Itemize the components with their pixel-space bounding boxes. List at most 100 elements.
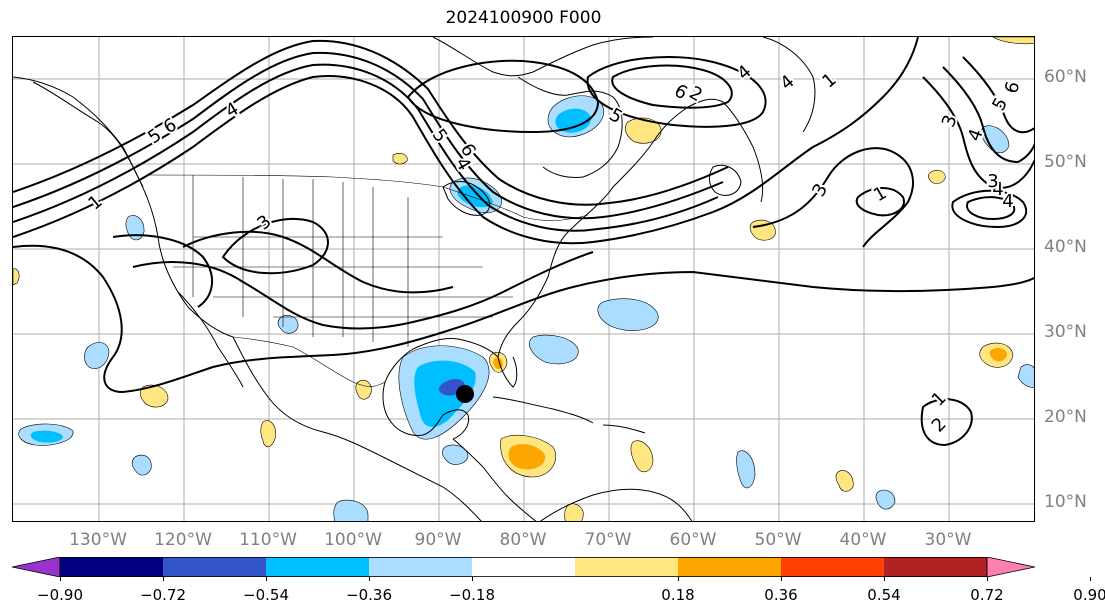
newfoundland [709,164,742,196]
negative-anomaly-hudson-bay-core [555,108,591,133]
contour-label: 4 [776,71,798,94]
central-america [452,438,537,521]
positive-anomaly-atlantic [749,219,776,241]
colorbar-tick-mark [163,577,164,581]
labrador-coast [612,98,764,203]
baja-california [177,291,244,388]
negative-anomaly-pacific-south [131,454,152,476]
positive-anomaly-caribbean-s [564,503,584,521]
colorbar-tick-mark [678,577,679,581]
contour-label: 1 [84,191,106,214]
contour-closed-labrador-2 [611,64,733,109]
contour-pacific-trough-1 [13,75,714,245]
positive-anomaly-greenland [992,37,1034,45]
contour-label: 5 [988,94,1012,114]
alaska-coast [13,76,144,188]
positive-anomaly-pacific-sw [139,384,169,408]
contour-east-atl-3 [962,56,1034,134]
positive-anomaly-east-atl-2 [927,169,946,184]
contour-closed-us [221,217,329,275]
colorbar-tick-mark [472,577,473,581]
contour-label: 4 [733,61,755,84]
contour-pacific-loop [112,234,213,308]
contour-closed-tropical [920,398,973,447]
lon-label-60w: 60°W [669,530,717,550]
colorbar-tick-mark [369,577,370,581]
negative-anomaly-east-atl [981,125,1010,154]
cuba [492,396,594,424]
contour-south-2 [132,251,594,330]
negative-anomaly-atlantic [597,298,659,331]
contour-label: 1 [818,69,840,92]
colorbar-tick-mark [781,577,782,581]
negative-anomaly-west-coast [125,215,145,241]
colorbar-tick-mark [1090,577,1091,581]
negative-anomaly-atlantic-east [1017,364,1034,388]
us-mexico-border [232,336,386,387]
positive-anomaly-east-atl-core [989,347,1007,362]
lat-label-50n: 50°N [1044,152,1087,172]
lon-label-90w: 90°W [414,530,462,550]
contour-label: 4 [1002,191,1013,212]
positive-anomaly-pacific-mid [260,420,276,448]
contour-closed-atl-2 [951,189,1028,229]
lat-label-60n: 60°N [1044,67,1087,87]
lon-label-80w: 80°W [499,530,547,550]
negative-anomaly-baja [84,342,110,369]
contours [13,37,1034,447]
contour-pacific-trough-4 [13,39,729,206]
north-america-west-coast [32,81,482,521]
contour-label: 6 [1001,79,1024,95]
lat-label-30n: 30°N [1044,322,1087,342]
graticule [13,37,1034,521]
colorbar-segment [678,557,781,577]
lon-label-120w: 120°W [154,530,212,550]
contour-label: 6 [160,114,180,138]
lat-label-10n: 10°N [1044,492,1087,512]
colorbar-segment [781,557,884,577]
greenland [762,37,816,133]
positive-anomaly-cuba-core [508,444,546,470]
positive-anomaly-labrador [624,117,662,144]
colorbar-tick-mark [884,577,885,581]
colorbar-segment [472,557,575,577]
lon-label-130w: 130°W [69,530,127,550]
contour-east-atl-1 [922,76,1034,189]
negative-anomaly-atl-mid [875,489,896,510]
colorbar-tick-label: −0.72 [140,586,186,604]
contour-label: 5 [144,125,165,149]
contour-closed-atl-1 [855,187,905,217]
contour-closed-labrador [586,56,767,128]
colorbar-tick-mark [60,577,61,581]
canada-arctic [432,37,654,77]
colorbar-segment [575,557,678,577]
contour-pacific-trough-3 [13,51,724,220]
colorbar-tick-label: 0.18 [661,586,695,604]
lat-label-20n: 20°N [1044,407,1087,427]
hudson-bay [517,76,623,178]
positive-anomaly-bahamas-east [630,440,654,473]
negative-anomaly-pacific-coast [333,499,369,521]
lon-label-50w: 50°W [754,530,802,550]
lon-label-110w: 110°W [239,530,297,550]
colorbar-tick-label: −0.54 [243,586,289,604]
colorbar-extend-max [986,557,1035,577]
contour-label: 3 [938,112,962,130]
negative-anomaly-pacific-core [30,430,63,443]
contour-label: 1 [928,388,951,411]
lon-label-70w: 70°W [584,530,632,550]
contour-south-1 [13,244,1034,394]
contour-atlantic-ridge-2 [752,147,914,248]
south-america-north [539,488,693,521]
contour-south-3 [182,230,454,294]
colorbar-tick-mark [987,577,988,581]
map-title: 2024100900 F000 [445,8,602,28]
us-canada-border [147,174,589,221]
lon-label-40w: 40°W [839,530,887,550]
yucatan [442,409,470,440]
colorbar-tick-label: 0.72 [970,586,1004,604]
contour-label: 4 [222,98,242,122]
contour-label: 2 [928,414,951,437]
